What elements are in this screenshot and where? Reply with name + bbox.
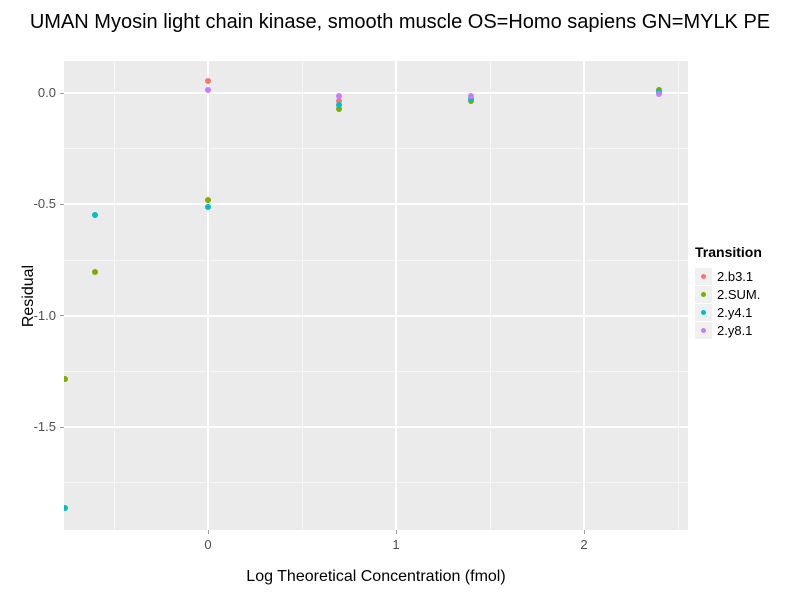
legend-key: [695, 285, 712, 303]
legend-title: Transition: [695, 244, 762, 260]
x-tick-label: 0: [204, 537, 212, 552]
x-minor-gridline: [677, 61, 679, 530]
y-major-gridline: [64, 92, 688, 95]
x-major-gridline: [583, 61, 586, 530]
y-tick-label: 0.0: [37, 85, 56, 101]
y-tick-mark: [60, 426, 64, 428]
legend-row: 2.SUM.: [695, 285, 799, 303]
legend: Transition 2.b3.1 2.SUM. 2.y4.1 2.y8.1: [695, 244, 799, 339]
legend-key: [695, 267, 712, 285]
legend-rows: 2.b3.1 2.SUM. 2.y4.1 2.y8.1: [695, 267, 799, 339]
legend-dot-2.b3.1: [701, 273, 706, 279]
y-tick-mark: [60, 92, 64, 94]
y-major-gridline: [64, 426, 688, 429]
data-point-2.SUM.: [91, 269, 98, 276]
x-minor-gridline: [301, 61, 303, 530]
x-tick-mark: [583, 530, 585, 534]
legend-row: 2.y8.1: [695, 321, 799, 339]
legend-dot-2.y8.1: [701, 327, 706, 333]
legend-key: [695, 321, 712, 339]
data-point-2.y4.1: [64, 505, 69, 512]
y-tick-label: -0.5: [33, 196, 56, 212]
data-point-2.SUM.: [336, 106, 343, 113]
y-axis-title: Residual: [20, 264, 37, 328]
plot-title: UMAN Myosin light chain kinase, smooth m…: [29, 11, 771, 33]
data-point-2.y8.1: [336, 92, 343, 99]
x-minor-gridline: [113, 61, 115, 530]
data-point-2.SUM.: [64, 376, 69, 383]
data-point-2.y8.1: [467, 93, 474, 100]
y-tick-mark: [60, 315, 64, 317]
y-minor-gridline: [64, 259, 688, 261]
y-tick-label: -1.0: [33, 307, 56, 323]
x-tick-label: 1: [392, 537, 400, 552]
x-tick-mark: [207, 530, 209, 534]
y-minor-gridline: [64, 482, 688, 484]
x-axis-title: Log Theoretical Concentration (fmol): [246, 568, 506, 585]
data-point-2.y4.1: [91, 212, 98, 219]
x-minor-gridline: [489, 61, 491, 530]
legend-label: 2.y4.1: [717, 304, 753, 320]
y-tick-mark: [60, 203, 64, 205]
x-tick-mark: [395, 530, 397, 534]
x-tick-label: 2: [580, 537, 588, 552]
y-minor-gridline: [64, 148, 688, 150]
legend-label: 2.b3.1: [717, 268, 754, 284]
legend-key: [695, 303, 712, 321]
y-major-gridline: [64, 203, 688, 206]
legend-row: 2.y4.1: [695, 303, 799, 321]
y-minor-gridline: [64, 370, 688, 372]
data-point-2.y8.1: [205, 86, 211, 93]
data-point-2.b3.1: [205, 77, 211, 84]
legend-row: 2.b3.1: [695, 267, 799, 285]
x-major-gridline: [395, 61, 398, 530]
legend-label: 2.y8.1: [717, 322, 753, 338]
legend-label: 2.SUM.: [717, 286, 761, 302]
legend-dot-2.SUM.: [701, 291, 706, 297]
y-major-gridline: [64, 314, 688, 317]
data-point-2.y4.1: [336, 102, 343, 109]
data-point-2.y4.1: [205, 204, 211, 211]
y-tick-label: -1.5: [33, 419, 56, 435]
plot-panel: [64, 61, 688, 530]
data-point-2.b3.1: [336, 97, 343, 104]
data-point-2.y8.1: [655, 91, 662, 98]
data-point-2.SUM.: [205, 196, 211, 203]
legend-dot-2.y4.1: [701, 309, 706, 315]
x-major-gridline: [207, 61, 209, 530]
